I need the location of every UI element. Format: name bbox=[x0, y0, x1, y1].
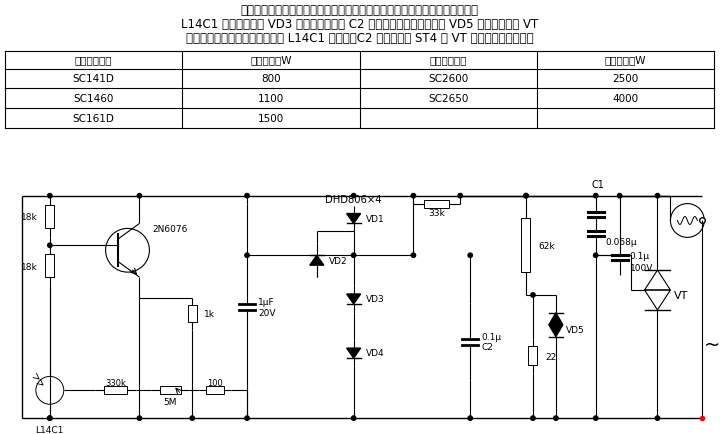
Bar bbox=[206, 386, 224, 395]
Text: DHD806×4: DHD806×4 bbox=[326, 194, 382, 204]
Text: VD3: VD3 bbox=[365, 295, 384, 304]
Circle shape bbox=[245, 194, 249, 198]
Text: 18k: 18k bbox=[21, 213, 38, 221]
Circle shape bbox=[412, 253, 416, 258]
Bar bbox=[521, 218, 531, 273]
Text: 灯的功率，W: 灯的功率，W bbox=[605, 56, 646, 66]
Circle shape bbox=[352, 194, 356, 198]
Text: 4000: 4000 bbox=[612, 94, 639, 104]
Text: VT: VT bbox=[674, 290, 688, 300]
Text: VD1: VD1 bbox=[365, 214, 384, 224]
Text: 1500: 1500 bbox=[258, 114, 284, 124]
Circle shape bbox=[245, 253, 249, 258]
Text: 晶闸管的规格: 晶闸管的规格 bbox=[75, 56, 113, 66]
Text: 33k: 33k bbox=[428, 209, 445, 217]
Text: VD2: VD2 bbox=[329, 256, 347, 265]
Text: 330k: 330k bbox=[105, 378, 126, 387]
Text: VD4: VD4 bbox=[365, 348, 384, 357]
Circle shape bbox=[352, 416, 356, 421]
Text: 100: 100 bbox=[207, 378, 223, 387]
Text: 100V: 100V bbox=[630, 263, 653, 272]
Circle shape bbox=[593, 416, 598, 421]
Circle shape bbox=[48, 416, 52, 421]
Circle shape bbox=[468, 416, 472, 421]
Text: 62k: 62k bbox=[538, 241, 554, 250]
Text: 2N6076: 2N6076 bbox=[152, 224, 188, 233]
Text: SC2600: SC2600 bbox=[428, 74, 469, 84]
Bar bbox=[104, 386, 127, 395]
Circle shape bbox=[468, 253, 472, 258]
Circle shape bbox=[617, 194, 622, 198]
Text: 晶闸管的规格: 晶闸管的规格 bbox=[430, 56, 467, 66]
Polygon shape bbox=[549, 325, 563, 337]
Text: 5M: 5M bbox=[164, 397, 177, 406]
Circle shape bbox=[190, 416, 194, 421]
Text: 0.1μ: 0.1μ bbox=[630, 251, 650, 260]
Text: SC2650: SC2650 bbox=[428, 94, 469, 104]
Text: L14C1: L14C1 bbox=[35, 424, 64, 434]
Bar bbox=[45, 205, 54, 228]
Bar bbox=[424, 200, 450, 208]
Bar bbox=[188, 305, 196, 323]
Circle shape bbox=[48, 194, 52, 198]
Circle shape bbox=[523, 194, 529, 198]
Circle shape bbox=[554, 416, 558, 421]
Text: 0.068μ: 0.068μ bbox=[606, 237, 638, 246]
Circle shape bbox=[523, 194, 529, 198]
Polygon shape bbox=[347, 294, 360, 304]
Polygon shape bbox=[347, 349, 360, 358]
Circle shape bbox=[137, 416, 142, 421]
Text: 1k: 1k bbox=[204, 309, 215, 319]
Circle shape bbox=[656, 194, 660, 198]
Circle shape bbox=[137, 194, 142, 198]
Text: 均不导通，灯不亮。反之，夜间 L14C1 不导通，C2 上有电压使 ST4 和 VT 导通，灯自动会亮。: 均不导通，灯不亮。反之，夜间 L14C1 不导通，C2 上有电压使 ST4 和 … bbox=[186, 32, 534, 45]
Text: 0.1μ: 0.1μ bbox=[481, 332, 501, 342]
Circle shape bbox=[531, 416, 535, 421]
Circle shape bbox=[352, 253, 356, 258]
Text: 18k: 18k bbox=[21, 262, 38, 271]
Bar bbox=[529, 346, 537, 365]
Circle shape bbox=[656, 416, 660, 421]
Text: SC161D: SC161D bbox=[73, 114, 115, 124]
Circle shape bbox=[245, 416, 249, 421]
Text: 22: 22 bbox=[545, 352, 556, 361]
Text: SC141D: SC141D bbox=[73, 74, 115, 84]
Circle shape bbox=[531, 293, 535, 297]
Text: 2500: 2500 bbox=[612, 74, 639, 84]
Bar bbox=[160, 386, 180, 395]
Text: VD5: VD5 bbox=[566, 326, 585, 335]
Polygon shape bbox=[549, 313, 563, 325]
Circle shape bbox=[458, 194, 462, 198]
Circle shape bbox=[48, 416, 52, 421]
Polygon shape bbox=[310, 256, 323, 266]
Circle shape bbox=[48, 243, 52, 248]
Text: L14C1 导通。二极管 VD3 也导通，使电容 C2 上压降为零，双向触发管 VD5 和双向晶阀管 VT: L14C1 导通。二极管 VD3 也导通，使电容 C2 上压降为零，双向触发管 … bbox=[181, 18, 538, 31]
Text: 1100: 1100 bbox=[258, 94, 284, 104]
Circle shape bbox=[593, 194, 598, 198]
Circle shape bbox=[593, 253, 598, 258]
Polygon shape bbox=[347, 214, 360, 224]
Circle shape bbox=[412, 194, 416, 198]
Text: 1μF
20V: 1μF 20V bbox=[258, 297, 276, 317]
Text: 所示电路采用光敏三极管作为照度传感元件。当白天照度很大时，光敏三极管: 所示电路采用光敏三极管作为照度传感元件。当白天照度很大时，光敏三极管 bbox=[240, 4, 479, 17]
Text: ~: ~ bbox=[704, 335, 721, 354]
Text: 灯的功率，W: 灯的功率，W bbox=[251, 56, 292, 66]
Text: C2: C2 bbox=[481, 342, 493, 351]
Text: 800: 800 bbox=[261, 74, 281, 84]
Bar bbox=[45, 255, 54, 278]
Text: SC1460: SC1460 bbox=[74, 94, 114, 104]
Text: C1: C1 bbox=[591, 179, 604, 189]
